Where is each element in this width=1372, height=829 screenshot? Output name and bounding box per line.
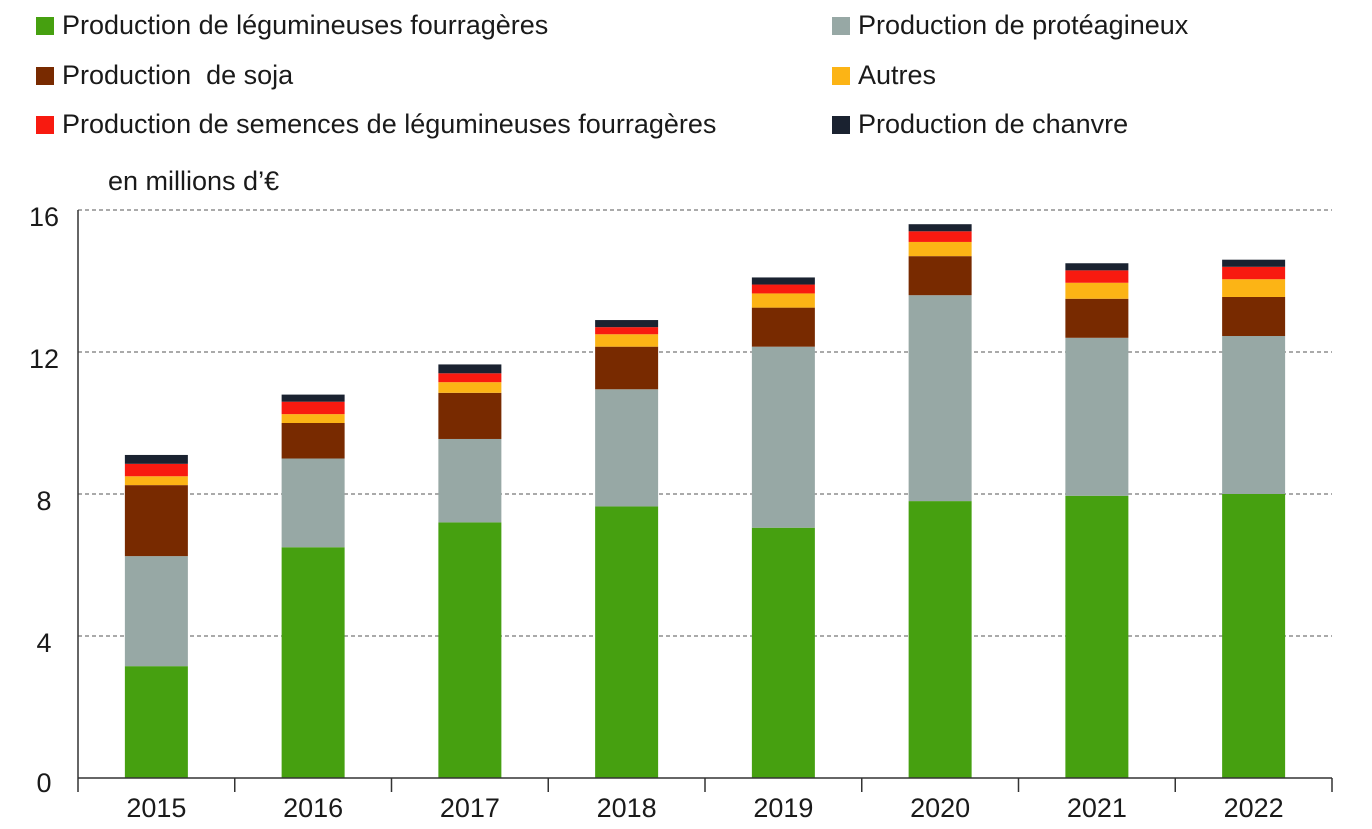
bar-segment bbox=[438, 373, 502, 383]
bar-segment bbox=[124, 454, 188, 464]
bar-segment bbox=[1065, 337, 1129, 496]
bar-segment bbox=[281, 414, 345, 423]
y-tick-label: 4 bbox=[36, 628, 51, 658]
legend-label: Autres bbox=[858, 60, 937, 90]
bar-segment bbox=[751, 346, 815, 528]
x-tick-label: 2016 bbox=[283, 793, 343, 823]
bar-segment bbox=[908, 295, 972, 502]
bar-segment bbox=[751, 527, 815, 778]
x-tick-label: 2019 bbox=[753, 793, 813, 823]
y-tick-label: 12 bbox=[29, 344, 59, 374]
bar-segment bbox=[751, 307, 815, 347]
legend-label: Production de chanvre bbox=[858, 109, 1129, 139]
y-tick-label: 0 bbox=[36, 768, 51, 798]
y-axis-label: en millions d’€ bbox=[108, 166, 280, 196]
bar-segment bbox=[438, 522, 502, 778]
x-tick-label: 2015 bbox=[126, 793, 186, 823]
bar-segment bbox=[281, 458, 345, 548]
bar-segment bbox=[595, 346, 659, 390]
bar-segment bbox=[281, 394, 345, 402]
bar-segment bbox=[908, 241, 972, 257]
legend-swatch bbox=[832, 115, 850, 134]
bar-segment bbox=[595, 327, 659, 335]
legend-item-autres: Autres bbox=[832, 60, 936, 91]
bar-segment bbox=[124, 666, 188, 778]
legend-swatch bbox=[36, 115, 54, 134]
legend-item-proteagineux: Production de protéagineux bbox=[832, 10, 1188, 41]
bar-segment bbox=[1065, 282, 1129, 299]
bar-segment bbox=[1222, 266, 1286, 280]
bar-segment bbox=[281, 547, 345, 778]
legend-item-soja: Production de soja bbox=[36, 60, 293, 91]
legend: Production de légumineuses fourragères P… bbox=[0, 0, 1372, 150]
bar-segment bbox=[908, 224, 972, 232]
bar-segment bbox=[751, 293, 815, 308]
x-tick-label: 2021 bbox=[1067, 793, 1127, 823]
bar-segment bbox=[124, 463, 188, 477]
bar-segment bbox=[438, 364, 502, 374]
bar-segment bbox=[751, 284, 815, 294]
legend-label: Production de semences de légumineuses f… bbox=[62, 109, 717, 139]
y-tick-label: 8 bbox=[36, 486, 51, 516]
legend-label: Production de protéagineux bbox=[858, 10, 1189, 40]
bar-segment bbox=[124, 556, 188, 667]
bar-segment bbox=[595, 506, 659, 778]
bar-segment bbox=[1065, 270, 1129, 283]
bar-segment bbox=[124, 485, 188, 557]
legend-swatch bbox=[832, 66, 850, 85]
bar-segment bbox=[595, 389, 659, 507]
bar-segment bbox=[124, 476, 188, 486]
bar-segment bbox=[1065, 263, 1129, 271]
bar-segment bbox=[908, 231, 972, 242]
bar-segment bbox=[908, 501, 972, 778]
bar-segment bbox=[1222, 296, 1286, 337]
bar-segment bbox=[438, 438, 502, 523]
bar-segment bbox=[281, 401, 345, 415]
bar-segment bbox=[1222, 336, 1286, 494]
bar-segment bbox=[1065, 495, 1129, 778]
y-tick-label: 16 bbox=[29, 202, 59, 232]
legend-swatch bbox=[36, 66, 54, 85]
x-tick-label: 2018 bbox=[597, 793, 657, 823]
bar-segment bbox=[1222, 494, 1286, 778]
legend-swatch bbox=[832, 16, 850, 35]
x-tick-label: 2017 bbox=[440, 793, 500, 823]
bar-segment bbox=[751, 277, 815, 285]
legend-item-semences: Production de semences de légumineuses f… bbox=[36, 109, 716, 140]
bar-segment bbox=[281, 423, 345, 459]
legend-label: Production de soja bbox=[62, 60, 294, 90]
bar-segment bbox=[908, 256, 972, 296]
bar-segment bbox=[438, 392, 502, 439]
bar-segment bbox=[438, 382, 502, 393]
bar-segment bbox=[1222, 279, 1286, 297]
bar-segment bbox=[595, 334, 659, 347]
legend-label: Production de légumineuses fourragères bbox=[62, 10, 549, 40]
x-tick-label: 2022 bbox=[1224, 793, 1284, 823]
bar-segment bbox=[1065, 298, 1129, 338]
legend-swatch bbox=[36, 16, 54, 35]
bar-segment bbox=[1222, 259, 1286, 267]
legend-item-chanvre: Production de chanvre bbox=[832, 109, 1128, 140]
bar-segment bbox=[595, 320, 659, 328]
x-tick-label: 2020 bbox=[910, 793, 970, 823]
legend-item-legumineuses: Production de légumineuses fourragères bbox=[36, 10, 548, 41]
